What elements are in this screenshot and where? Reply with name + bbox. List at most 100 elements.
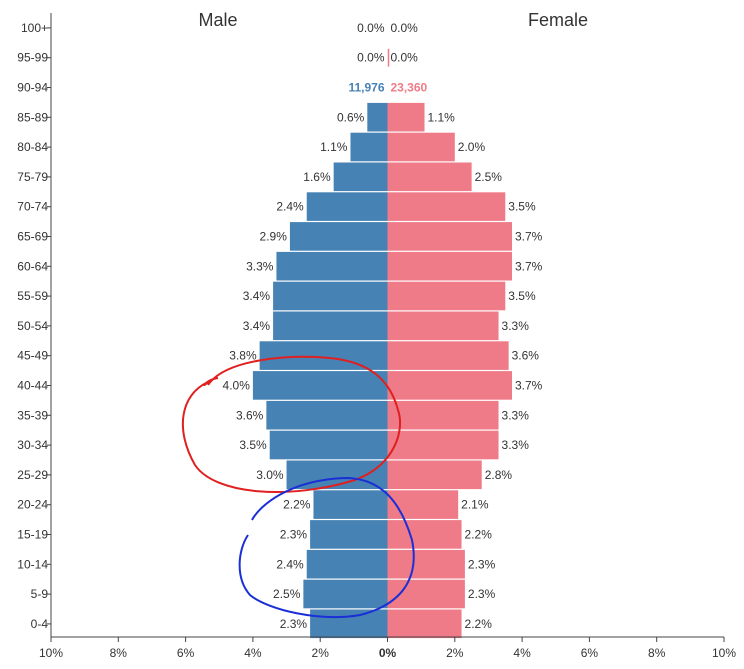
- male-value-75-79: 1.6%: [303, 170, 331, 184]
- female-value-70-74: 3.5%: [508, 200, 536, 214]
- female-value-25-29: 2.8%: [485, 468, 513, 482]
- male-value-100plus: 0.0%: [357, 21, 385, 35]
- female-bar-60-64: [387, 251, 513, 281]
- male-value-85-89: 0.6%: [337, 110, 365, 124]
- age-label-60-64: 60-64: [17, 259, 48, 273]
- male-bar-20-24: [313, 490, 388, 519]
- female-value-5-9: 2.3%: [468, 587, 496, 601]
- x-tick-label-9: 8%: [648, 646, 666, 660]
- male-value-80-84: 1.1%: [320, 140, 348, 154]
- male-bar-80-84: [350, 132, 388, 162]
- axes-group: 10% 8% 6% 4% 2% 0% 2% 4% 6% 8% 10%: [39, 13, 736, 660]
- male-value-45-49: 3.8%: [229, 349, 257, 363]
- male-value-5-9: 2.5%: [273, 587, 301, 601]
- female-value-100plus: 0.0%: [391, 21, 419, 35]
- male-bar-60-64: [276, 251, 388, 281]
- age-label-75-79: 75-79: [17, 170, 48, 184]
- female-value-55-59: 3.5%: [508, 289, 536, 303]
- male-bar-50-54: [273, 311, 388, 341]
- male-value-35-39: 3.6%: [236, 408, 264, 422]
- male-value-10-14: 2.4%: [276, 557, 304, 571]
- male-bar-70-74: [306, 192, 388, 221]
- male-value-70-74: 2.4%: [276, 200, 304, 214]
- age-label-55-59: 55-59: [17, 289, 48, 303]
- male-value-50-54: 3.4%: [243, 319, 271, 333]
- annotations-group: [182, 355, 415, 619]
- male-bar-85-89: [367, 102, 388, 132]
- age-label-10-14: 10-14: [17, 557, 48, 571]
- male-bar-55-59: [273, 281, 388, 311]
- age-label-35-39: 35-39: [17, 408, 48, 422]
- female-value-30-34: 3.3%: [502, 438, 530, 452]
- female-bar-20-24: [387, 490, 459, 519]
- male-bar-35-39: [266, 400, 388, 430]
- x-tick-label-8: 6%: [581, 646, 599, 660]
- male-value-30-34: 3.5%: [239, 438, 267, 452]
- male-value-15-19: 2.3%: [280, 528, 308, 542]
- female-value-75-79: 2.5%: [475, 170, 503, 184]
- male-value-95-99: 0.0%: [357, 51, 385, 65]
- male-value-55-59: 3.4%: [243, 289, 271, 303]
- male-value-20-24: 2.2%: [283, 498, 311, 512]
- female-bar-55-59: [387, 281, 506, 311]
- female-bar-85-89: [387, 102, 425, 132]
- female-bar-45-49: [387, 341, 509, 370]
- male-bar-5-9: [303, 579, 388, 609]
- age-label-90-94: 90-94: [17, 81, 48, 95]
- red-freehand-circle: [182, 355, 402, 493]
- male-bar-15-19: [310, 520, 388, 549]
- female-bar-35-39: [387, 400, 499, 430]
- x-tick-label-3: 4%: [244, 646, 262, 660]
- male-value-65-69: 2.9%: [260, 230, 288, 244]
- x-tick-label-7: 4%: [513, 646, 531, 660]
- female-bar-15-19: [387, 520, 462, 549]
- male-bar-0-4: [310, 609, 388, 639]
- x-tick-label-6: 2%: [446, 646, 464, 660]
- female-title: Female: [528, 10, 588, 30]
- age-label-50-54: 50-54: [17, 319, 48, 333]
- male-bar-30-34: [269, 430, 388, 460]
- male-bar-10-14: [306, 549, 388, 579]
- x-tick-label-2: 6%: [177, 646, 195, 660]
- male-value-90-94: 11,976: [348, 81, 384, 95]
- female-value-65-69: 3.7%: [515, 230, 543, 244]
- female-value-95-99: 0.0%: [391, 51, 419, 65]
- female-bar-65-69: [387, 222, 513, 251]
- female-value-90-94: 23,360: [391, 81, 428, 95]
- age-label-40-44: 40-44: [17, 379, 48, 393]
- female-bar-0-4: [387, 609, 462, 639]
- age-label-15-19: 15-19: [17, 528, 48, 542]
- female-value-45-49: 3.6%: [512, 349, 540, 363]
- labels-group: 100+ 0.0% 0.0% 95-99 0.0% 0.0% 90-94 11,976 23,3…: [17, 21, 542, 631]
- female-bar-25-29: [387, 460, 482, 490]
- age-label-25-29: 25-29: [17, 468, 48, 482]
- female-value-35-39: 3.3%: [502, 408, 530, 422]
- x-tick-label-1: 8%: [110, 646, 128, 660]
- female-bar-50-54: [387, 311, 499, 341]
- x-tick-label-4: 2%: [312, 646, 330, 660]
- age-label-0-4: 0-4: [31, 617, 49, 631]
- x-tick-label-10: 10%: [712, 646, 736, 660]
- age-label-100plus: 100+: [21, 21, 48, 35]
- female-bar-70-74: [387, 192, 506, 221]
- age-label-45-49: 45-49: [17, 349, 48, 363]
- female-value-50-54: 3.3%: [502, 319, 530, 333]
- age-label-80-84: 80-84: [17, 140, 48, 154]
- male-title: Male: [198, 10, 237, 30]
- age-label-5-9: 5-9: [31, 587, 49, 601]
- male-bar-40-44: [252, 371, 388, 400]
- female-bar-10-14: [387, 549, 465, 579]
- female-bar-30-34: [387, 430, 499, 460]
- age-label-95-99: 95-99: [17, 51, 48, 65]
- age-label-85-89: 85-89: [17, 110, 48, 124]
- female-bar-80-84: [387, 132, 455, 162]
- male-bar-45-49: [259, 341, 388, 370]
- age-label-30-34: 30-34: [17, 438, 48, 452]
- blue-freehand-circle: [238, 476, 415, 619]
- age-label-20-24: 20-24: [17, 498, 48, 512]
- male-bar-65-69: [289, 222, 388, 251]
- x-tick-label-0: 10%: [39, 646, 63, 660]
- female-bar-75-79: [387, 162, 472, 192]
- female-value-80-84: 2.0%: [458, 140, 486, 154]
